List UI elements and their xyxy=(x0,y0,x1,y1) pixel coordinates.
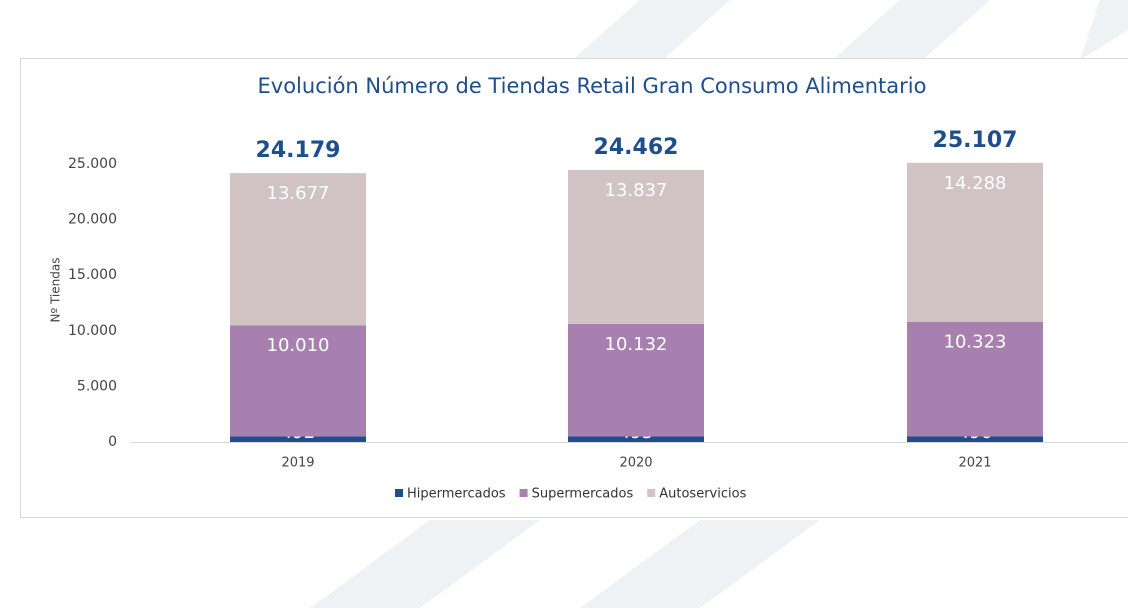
value-label: 13.837 xyxy=(605,180,668,201)
bar-segment xyxy=(568,169,704,324)
value-label: 14.288 xyxy=(944,173,1007,194)
bar-segment xyxy=(907,162,1043,322)
legend-label: Supermercados xyxy=(532,487,634,502)
bar-segment xyxy=(568,323,704,437)
value-label: 13.677 xyxy=(267,183,330,204)
legend-swatch xyxy=(395,489,403,497)
legend-swatch xyxy=(647,489,656,497)
legend-label: Autoservicios xyxy=(659,487,746,502)
total-label: 24.462 xyxy=(594,135,679,160)
x-tick-label: 2020 xyxy=(619,456,652,471)
value-label: 10.323 xyxy=(944,332,1007,353)
y-tick-label: 10.000 xyxy=(68,323,117,339)
value-label: 10.010 xyxy=(267,335,330,356)
bar-segment xyxy=(230,173,366,326)
total-label: 24.179 xyxy=(256,138,341,163)
total-label: 25.107 xyxy=(933,128,1018,153)
legend-label: Hipermercados xyxy=(407,487,506,502)
x-tick-label: 2021 xyxy=(958,456,991,471)
y-tick-label: 25.000 xyxy=(68,156,117,172)
y-tick-label: 5.000 xyxy=(77,378,117,394)
y-axis-label: Nº Tiendas xyxy=(49,258,63,323)
bar-segment xyxy=(907,436,1043,442)
y-tick-label: 20.000 xyxy=(68,212,117,228)
bar-segment xyxy=(907,321,1043,437)
x-tick-label: 2019 xyxy=(281,456,314,471)
legend-swatch xyxy=(519,489,528,497)
bar-segment xyxy=(230,436,366,442)
y-tick-label: 0 xyxy=(108,434,117,450)
bar-segment xyxy=(568,436,704,442)
chart-title: Evolución Número de Tiendas Retail Gran … xyxy=(258,74,927,98)
y-tick-label: 15.000 xyxy=(68,267,117,283)
value-label: 10.132 xyxy=(605,334,668,355)
bar-segment xyxy=(230,325,366,437)
